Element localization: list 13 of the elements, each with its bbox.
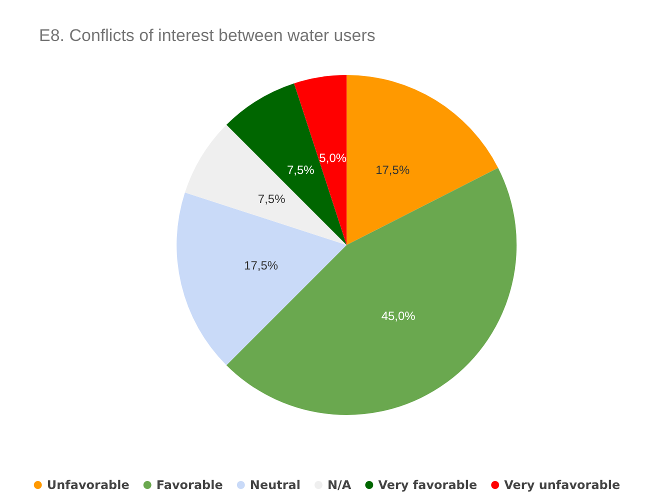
data-label: 17,5% [244, 258, 278, 273]
legend-label: N/A [327, 478, 352, 492]
data-label: 7,5% [286, 162, 315, 177]
data-label: 7,5% [258, 192, 286, 206]
legend-label: Favorable [156, 478, 223, 492]
data-label: 5,0% [319, 151, 347, 166]
legend-label: Very favorable [378, 478, 478, 492]
data-label: 45,0% [381, 309, 416, 324]
data-label: 17,5% [376, 162, 410, 177]
chart-title: E8. Conflicts of interest between water users [39, 26, 376, 45]
legend-label: Neutral [250, 478, 300, 492]
legend-label: Unfavorable [46, 478, 130, 492]
legend-label: Very unfavorable [504, 478, 620, 492]
